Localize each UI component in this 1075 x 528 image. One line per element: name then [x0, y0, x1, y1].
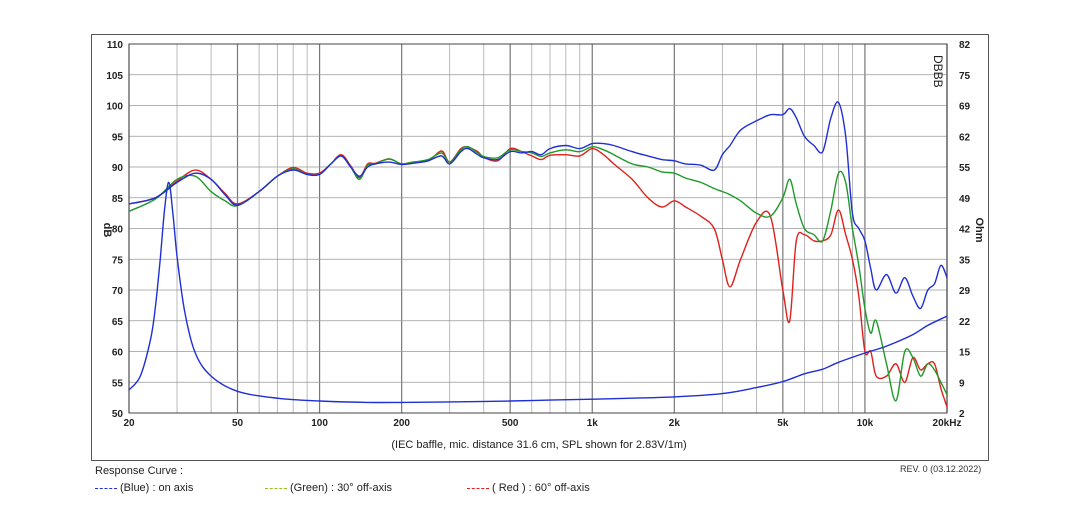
y-left-tick-label: 95 — [112, 132, 124, 143]
y-right-tick-label: 35 — [959, 255, 971, 266]
y-left-tick-label: 90 — [112, 163, 124, 174]
watermark: DBBB — [931, 55, 945, 88]
y-right-tick-label: 29 — [959, 286, 971, 297]
y-left-tick-label: 70 — [112, 286, 124, 297]
y-left-tick-label: 85 — [112, 194, 124, 205]
y-left-tick-labels: 110 105 100 95 90 85 80 75 70 65 60 55 50 — [106, 40, 123, 420]
x-tick-label: 1k — [587, 418, 599, 429]
legend-swatch-red — [467, 487, 489, 489]
y-left-tick-label: 75 — [112, 255, 124, 266]
y-right-tick-label: 69 — [959, 102, 971, 113]
chart-caption: (IEC baffle, mic. distance 31.6 cm, SPL … — [391, 439, 686, 451]
y-axis-right-label: Ohm — [973, 217, 985, 242]
legend-item-green: (Green) : 30° off-axis — [265, 482, 392, 494]
y-right-tick-label: 9 — [959, 378, 965, 389]
x-tick-label: 20kHz — [933, 418, 962, 429]
legend-label-blue: (Blue) : on axis — [120, 482, 194, 494]
y-left-tick-label: 110 — [107, 40, 124, 51]
y-left-tick-label: 50 — [112, 409, 124, 420]
y-axis-left-label: dB — [101, 223, 113, 238]
x-tick-labels: 20 50 100 200 500 1k 2k 5k 10k 20kHz — [123, 418, 961, 429]
y-right-tick-label: 62 — [959, 132, 971, 143]
y-right-tick-label: 82 — [959, 40, 971, 51]
legend-label-green: (Green) : 30° off-axis — [290, 482, 393, 494]
y-right-tick-label: 75 — [959, 71, 971, 82]
y-right-tick-label: 42 — [959, 225, 971, 236]
legend-swatch-green — [265, 487, 287, 489]
x-tick-label: 20 — [123, 418, 135, 429]
x-tick-label: 500 — [502, 418, 519, 429]
legend-title: Response Curve : — [95, 465, 184, 477]
x-tick-label: 2k — [669, 418, 681, 429]
y-left-tick-label: 55 — [112, 378, 124, 389]
chart-curves — [128, 101, 948, 408]
y-left-tick-label: 60 — [112, 348, 124, 359]
frequency-response-chart: 20 50 100 200 500 1k 2k 5k 10k 20kHz 110105100959… — [101, 40, 985, 451]
legend-label-red: ( Red ) : 60° off-axis — [492, 482, 590, 494]
chart-grid — [128, 43, 948, 414]
x-tick-label: 5k — [777, 418, 789, 429]
impedance-curve — [128, 181, 948, 404]
y-left-tick-label: 80 — [112, 225, 124, 236]
legend-swatch-blue — [95, 487, 117, 489]
chart-frame: 20 50 100 200 500 1k 2k 5k 10k 20kHz 110 105 100 95 9… — [91, 34, 989, 461]
y-left-tick-label: 105 — [106, 71, 123, 82]
revision-label: REV. 0 (03.12.2022) — [900, 464, 982, 474]
y-right-tick-label: 2 — [959, 409, 965, 420]
y-right-tick-label: 15 — [959, 348, 971, 359]
plot-border — [128, 43, 948, 414]
x-tick-label: 200 — [393, 418, 410, 429]
x-tick-label: 50 — [232, 418, 244, 429]
spl-30deg-curve — [128, 145, 948, 402]
x-tick-label: 10k — [857, 418, 874, 429]
legend-item-blue: (Blue) : on axis — [95, 482, 193, 494]
spl-on-axis-curve — [128, 101, 948, 310]
x-tick-label: 100 — [311, 418, 328, 429]
y-right-tick-label: 49 — [959, 194, 971, 205]
y-left-tick-label: 100 — [106, 102, 123, 113]
y-left-tick-label: 65 — [112, 317, 124, 328]
y-right-tick-labels: 82 75 69 62 55 49 42 35 29 22 15 9 2 — [959, 40, 971, 420]
y-right-tick-label: 22 — [959, 317, 971, 328]
y-right-tick-label: 55 — [959, 163, 971, 174]
legend-item-red: ( Red ) : 60° off-axis — [467, 482, 590, 494]
